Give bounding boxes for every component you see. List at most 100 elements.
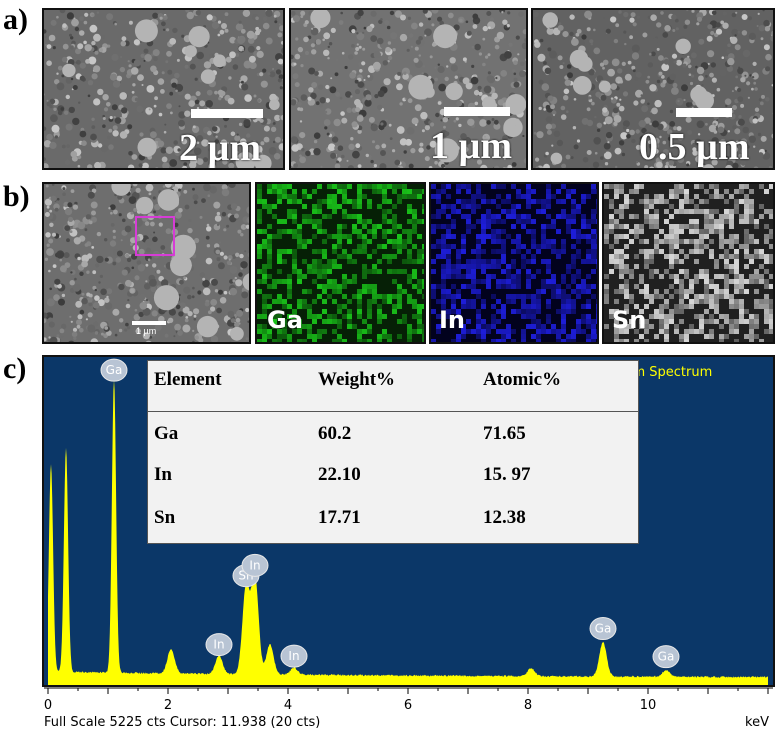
map-pixel: [342, 214, 347, 219]
map-pixel: [267, 284, 272, 289]
grain: [299, 154, 302, 158]
sphere: [433, 24, 458, 49]
map-pixel: [506, 234, 511, 239]
grain: [60, 107, 65, 111]
grain: [94, 331, 99, 335]
map-pixel: [436, 299, 441, 304]
grain: [724, 98, 732, 105]
grain: [68, 106, 75, 114]
map-pixel: [694, 314, 699, 319]
map-pixel: [451, 274, 456, 279]
map-pixel: [749, 334, 754, 339]
grain: [46, 298, 55, 307]
grain: [172, 27, 178, 34]
grain: [740, 103, 745, 108]
map-pixel: [714, 294, 719, 299]
grain: [472, 13, 479, 20]
grain: [372, 140, 375, 144]
map-pixel: [312, 319, 317, 324]
scale-label: 1 µm: [136, 326, 157, 336]
map-pixel: [372, 289, 377, 294]
map-pixel: [714, 299, 719, 304]
grain: [112, 261, 117, 266]
grain: [183, 286, 191, 294]
grain: [109, 73, 118, 81]
map-pixel: [337, 334, 342, 339]
grain: [184, 110, 191, 117]
map-pixel: [377, 314, 382, 319]
map-pixel: [267, 184, 272, 189]
svg-text:Ga: Ga: [658, 650, 675, 664]
map-pixel: [441, 294, 446, 299]
map-pixel: [679, 304, 684, 309]
map-pixel: [312, 224, 317, 229]
map-pixel: [332, 244, 337, 249]
map-pixel: [382, 199, 387, 204]
map-element-label: In: [439, 306, 466, 334]
map-pixel: [446, 269, 451, 274]
map-pixel: [619, 284, 624, 289]
grain: [493, 122, 501, 130]
grain: [405, 138, 412, 146]
map-pixel: [292, 329, 297, 334]
map-pixel: [337, 229, 342, 234]
grain: [245, 224, 249, 229]
map-pixel: [496, 329, 501, 334]
map-pixel: [576, 239, 581, 244]
map-pixel: [471, 194, 476, 199]
grain: [698, 38, 705, 45]
sphere: [200, 69, 216, 84]
grain: [107, 44, 111, 48]
map-pixel: [674, 304, 679, 309]
map-pixel: [739, 274, 744, 279]
grain: [182, 324, 191, 333]
map-pixel: [307, 329, 312, 334]
grain: [559, 65, 564, 69]
map-pixel: [441, 309, 446, 314]
grain: [62, 192, 66, 196]
map-pixel: [664, 299, 669, 304]
map-pixel: [526, 314, 531, 319]
map-pixel: [347, 199, 352, 204]
sphere: [169, 197, 179, 208]
map-pixel: [476, 294, 481, 299]
grain: [731, 28, 739, 36]
map-pixel: [679, 259, 684, 264]
grain: [45, 232, 51, 238]
map-pixel: [312, 279, 317, 284]
grain: [649, 52, 652, 56]
map-pixel: [322, 254, 327, 259]
map-pixel: [576, 229, 581, 234]
grain: [221, 211, 227, 217]
grain: [365, 153, 369, 158]
grain: [248, 317, 249, 321]
map-pixel: [754, 334, 759, 339]
grain: [434, 160, 438, 165]
map-pixel: [481, 259, 486, 264]
map-pixel: [659, 319, 664, 324]
grain: [150, 131, 157, 139]
grain: [652, 120, 659, 128]
grain: [56, 72, 59, 75]
grain: [462, 57, 467, 62]
map-pixel: [679, 184, 684, 189]
grain: [63, 201, 69, 208]
grain: [44, 163, 49, 168]
map-pixel: [486, 259, 491, 264]
map-pixel: [709, 249, 714, 254]
grain: [651, 51, 656, 57]
map-pixel: [342, 209, 347, 214]
grain: [125, 303, 131, 309]
map-pixel: [407, 339, 412, 342]
grain: [734, 34, 737, 37]
map-pixel: [719, 314, 724, 319]
map-pixel: [744, 244, 749, 249]
grain: [556, 139, 564, 147]
map-pixel: [412, 244, 417, 249]
grain: [100, 332, 104, 336]
map-pixel: [407, 299, 412, 304]
map-pixel: [619, 254, 624, 259]
map-pixel: [704, 294, 709, 299]
map-pixel: [292, 269, 297, 274]
grain: [222, 159, 228, 165]
